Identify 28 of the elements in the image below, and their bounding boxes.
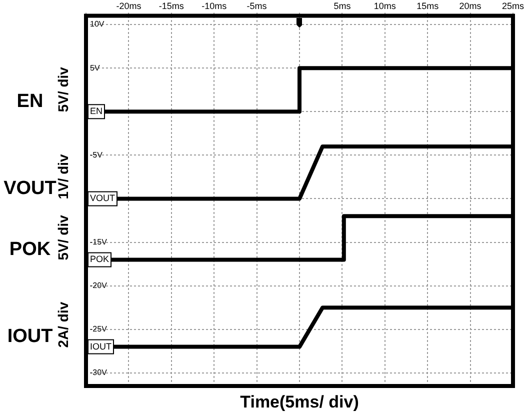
x-axis-title: Time(5ms/ div)	[240, 392, 359, 412]
x-tick-label: -15ms	[158, 0, 184, 11]
x-tick-label: -20ms	[116, 0, 142, 11]
legend-label: VOUT	[4, 178, 57, 199]
text: 2A/ div	[54, 302, 71, 348]
legend-label: IOUT	[7, 326, 54, 348]
y-tick-label: -20V	[90, 281, 108, 290]
x-tick-label: 10ms	[374, 0, 396, 11]
y-tick-label: -5V	[90, 150, 104, 160]
text: VOUT	[90, 193, 116, 204]
y-tick-label: 5V	[90, 63, 100, 72]
x-tick-label: -10ms	[202, 0, 228, 11]
text: 5V/ div	[54, 214, 71, 260]
x-tick-label: 15ms	[416, 0, 440, 11]
x-tick-label: -5ms	[246, 0, 268, 11]
y-tick-label: -15V	[90, 237, 108, 246]
x-tick-label: 20ms	[459, 0, 482, 11]
y-tick-label: -25V	[90, 324, 108, 334]
legend-label: EN	[16, 90, 44, 112]
x-tick-label: 25ms	[502, 0, 524, 11]
text: EN	[90, 106, 103, 116]
text: POK	[90, 254, 110, 264]
legend-label: POK	[9, 238, 51, 260]
y-tick-label: 10V	[90, 20, 105, 29]
x-tick-label: 5ms	[334, 0, 352, 11]
text: IOUT	[90, 341, 112, 352]
y-tick-label: -30V	[90, 368, 108, 378]
text: 5V/ div	[54, 66, 71, 112]
